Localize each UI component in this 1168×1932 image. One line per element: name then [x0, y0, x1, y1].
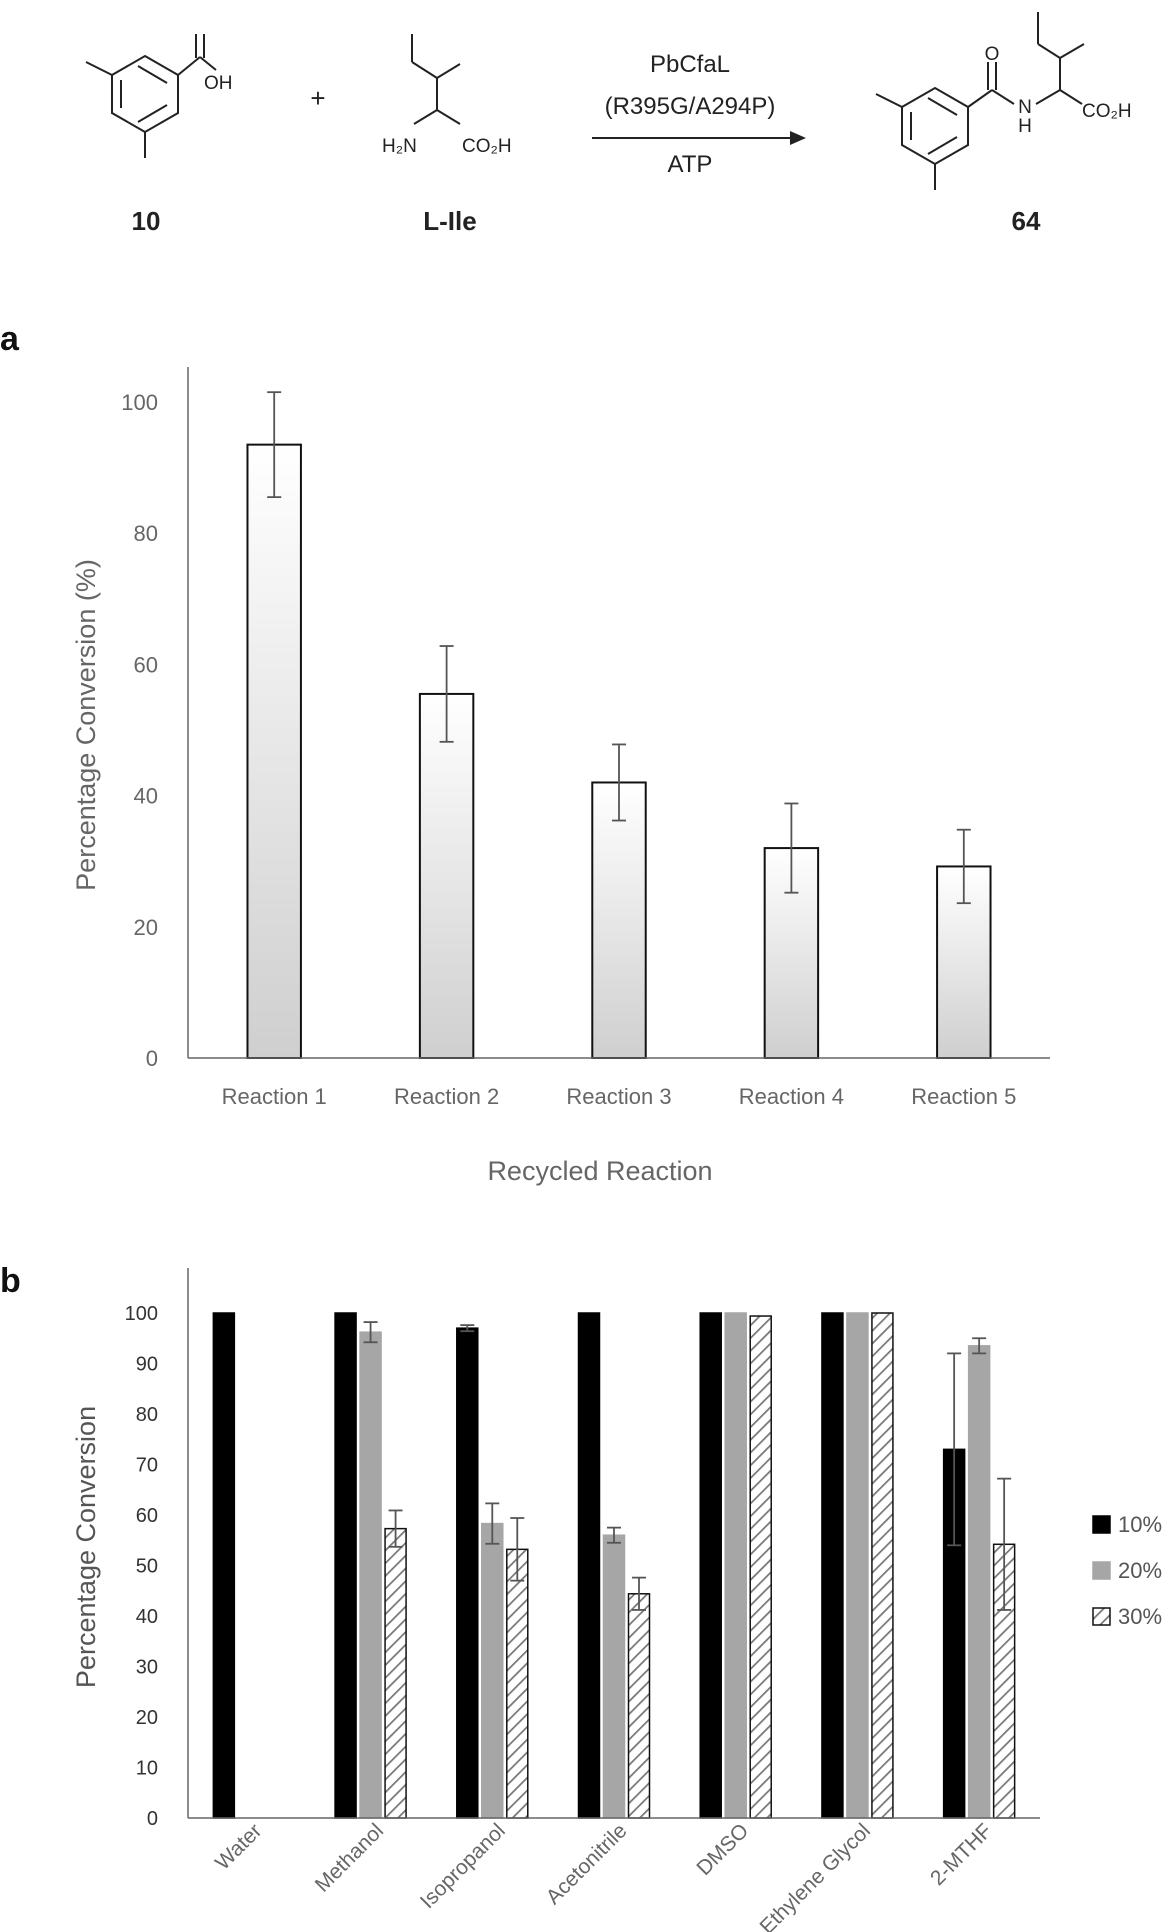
panel-a-y-axis-title: Percentage Conversion (%): [71, 559, 101, 891]
panel-b-bar: [212, 1312, 236, 1819]
panel-b-category-label: 2-MTHF: [926, 1819, 997, 1890]
panel-b-bar: [456, 1327, 479, 1819]
panel-b-y-tick-label: 30: [136, 1657, 158, 1679]
product-acid-label: CO₂H: [1082, 101, 1132, 122]
panel-a-y-tick-label: 60: [134, 652, 158, 677]
reaction-scheme: [85, 12, 1085, 190]
panel-a-category-label: Reaction 4: [739, 1084, 844, 1109]
panel-b-category-label: Methanol: [311, 1819, 388, 1896]
panel-b-y-tick-label: 10: [136, 1758, 158, 1780]
panel-b-bar: [967, 1345, 991, 1819]
panel-a-y-axis-ticks: 0 20 40 60 80 100: [121, 390, 158, 1071]
enzyme-name: PbCfaL: [650, 51, 730, 78]
panel-a-y-tick-label: 80: [134, 521, 158, 546]
panel-b-category-label: Water: [211, 1819, 266, 1874]
legend-label: 20%: [1118, 1558, 1162, 1583]
panel-a-category-label: Reaction 1: [222, 1084, 327, 1109]
panel-b-category-labels: Water Methanol Isopropanol Acetonitrile DMSO…: [211, 1819, 997, 1932]
panel-b-bar: [871, 1312, 894, 1819]
panel-a-category-label: Reaction 3: [566, 1084, 671, 1109]
panel-b-legend: 10% 20% 30%: [1092, 1512, 1162, 1629]
panel-b-bar: [821, 1312, 844, 1819]
panel-b-letter: b: [0, 1262, 21, 1300]
panel-b-bar: [749, 1315, 772, 1819]
panel-b-bar: [481, 1522, 504, 1819]
panel-b-y-tick-label: 60: [136, 1505, 158, 1527]
product-hydrogen-label: H: [1018, 116, 1032, 137]
product-oxygen-label: O: [985, 44, 1000, 65]
panel-b-bar: [384, 1527, 407, 1819]
panel-b-y-tick-label: 70: [136, 1455, 158, 1477]
panel-a-bar: [418, 692, 475, 1059]
panel-a-letter: a: [0, 320, 20, 358]
panel-a-y-tick-label: 40: [134, 784, 158, 809]
panel-b-bar: [627, 1593, 651, 1819]
panel-b-bar: [334, 1312, 357, 1819]
panel-a-y-tick-label: 20: [134, 915, 158, 940]
compound-10-label: 10: [132, 206, 161, 236]
panel-b-y-tick-label: 80: [136, 1404, 158, 1426]
l-ile-acid-label: CO₂H: [462, 136, 512, 157]
panel-a-category-label: Reaction 5: [911, 1084, 1016, 1109]
cofactor-label: ATP: [668, 151, 713, 178]
panel-b-y-axis-title: Percentage Conversion: [71, 1406, 101, 1688]
panel-b-bar: [359, 1331, 382, 1819]
panel-b-category-label: DMSO: [692, 1819, 753, 1880]
panel-b-bar: [506, 1548, 529, 1819]
panel-b-y-tick-label: 0: [147, 1808, 158, 1830]
panel-b-category-label: Ethylene Glycol: [756, 1819, 875, 1932]
compound-64-structure: [875, 12, 1085, 190]
legend-swatch: [1092, 1607, 1111, 1626]
l-ile-structure: [411, 34, 461, 125]
legend-swatch: [1092, 1515, 1111, 1534]
panel-a-bar: [246, 443, 302, 1059]
panel-a-category-label: Reaction 2: [394, 1084, 499, 1109]
panel-b-y-tick-label: 50: [136, 1556, 158, 1578]
panel-b-bar: [577, 1312, 601, 1819]
plus-sign: +: [310, 83, 325, 113]
l-ile-amine-label: H₂N: [382, 136, 417, 157]
chart-panel-b: b 0 10 20 30 40 50 60 70 80 90 100 Water Methanol Is…: [0, 1262, 1162, 1932]
legend-label: 10%: [1118, 1512, 1162, 1537]
panel-b-category-label: Isopropanol: [416, 1819, 510, 1913]
panel-a-x-axis-title: Recycled Reaction: [487, 1156, 712, 1186]
panel-a-y-tick-label: 100: [121, 390, 158, 415]
panel-b-bar: [699, 1312, 722, 1819]
panel-b-bars: [212, 1312, 1016, 1819]
panel-b-bar: [602, 1534, 626, 1819]
panel-a-category-labels: Reaction 1 Reaction 2 Reaction 3 Reaction 4…: [222, 1084, 1017, 1109]
panel-a-bars: [246, 391, 992, 1060]
enzyme-mutations: (R395G/A294P): [605, 93, 776, 120]
panel-b-bar: [846, 1312, 869, 1819]
panel-b-bar: [724, 1312, 747, 1819]
panel-b-category-label: Acetonitrile: [542, 1819, 632, 1909]
scheme-labels: OH + H₂N CO₂H PbCfaL (R395G/A294P) ATP O…: [132, 44, 1132, 236]
compound-64-label: 64: [1012, 206, 1041, 236]
panel-b-y-tick-label: 40: [136, 1606, 158, 1628]
product-nitrogen-label: N: [1018, 97, 1032, 118]
compound-10-group-label: OH: [204, 73, 233, 94]
panel-a-y-tick-label: 0: [146, 1046, 158, 1071]
panel-b-y-tick-label: 100: [125, 1303, 158, 1325]
compound-10-structure: [85, 34, 217, 158]
panel-a-bar: [591, 781, 647, 1059]
panel-b-y-axis-ticks: 0 10 20 30 40 50 60 70 80 90 100: [125, 1303, 158, 1830]
panel-b-y-tick-label: 20: [136, 1707, 158, 1729]
l-ile-label: L-Ile: [423, 206, 476, 236]
panel-b-y-tick-label: 90: [136, 1354, 158, 1376]
legend-label: 30%: [1118, 1604, 1162, 1629]
legend-swatch: [1092, 1561, 1111, 1580]
